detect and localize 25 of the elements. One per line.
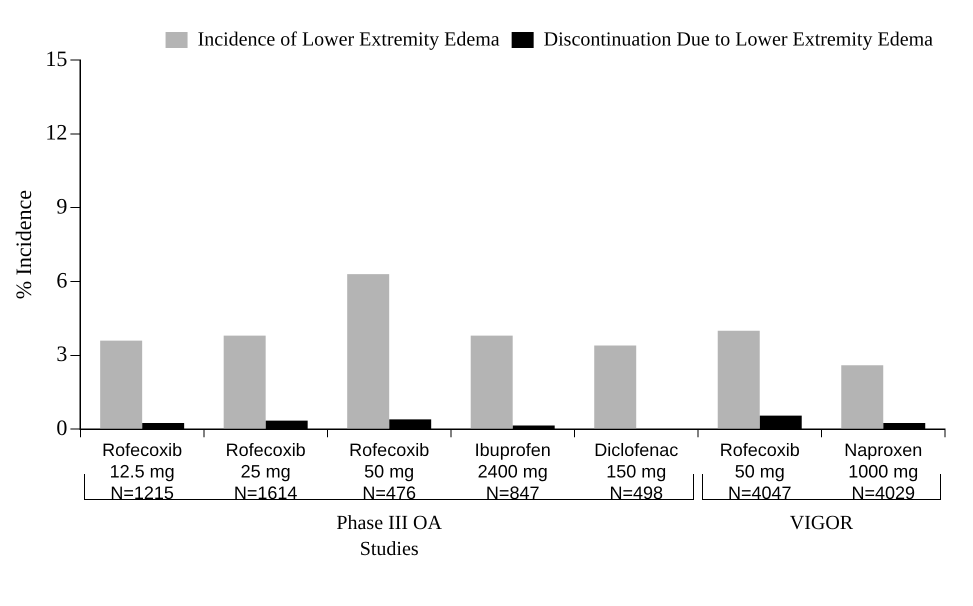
bar	[718, 330, 760, 429]
y-tick-label: 0	[56, 414, 68, 440]
x-tick-label: Rofecoxib 25 mg N=1614	[226, 440, 306, 504]
x-tick-label: Diclofenac 150 mg N=498	[594, 440, 678, 504]
text: Phase III OA Studies	[335, 511, 443, 562]
y-tick-label: 12	[45, 120, 68, 145]
x-tick-label: Rofecoxib 12.5 mg N=1215	[102, 440, 182, 504]
bar	[347, 274, 390, 429]
bar	[470, 336, 513, 429]
y-tick-label: 6	[56, 267, 68, 292]
x-tick-label: Naproxen 1000 mg N=4029	[844, 440, 922, 504]
y-tick-label: 3	[56, 341, 68, 366]
y-tick-label: 9	[56, 193, 68, 218]
bar	[100, 340, 142, 429]
text: VIGOR	[788, 511, 854, 536]
bar	[841, 365, 884, 429]
x-tick-label: Rofecoxib 50 mg N=476	[349, 440, 430, 504]
legend-label: Discontinuation Due to Lower Extremity Edema	[544, 28, 934, 50]
legend-label: Incidence of Lower Extremity Edema	[198, 28, 500, 50]
bar	[594, 346, 636, 429]
bar	[224, 336, 266, 429]
y-axis-title: % Incidence	[10, 190, 36, 300]
x-tick-label: Ibuprofen 2400 mg N=847	[474, 440, 551, 504]
y-tick-label: 15	[45, 46, 68, 71]
x-tick-label: Rofecoxib 50 mg N=4047	[720, 440, 800, 504]
